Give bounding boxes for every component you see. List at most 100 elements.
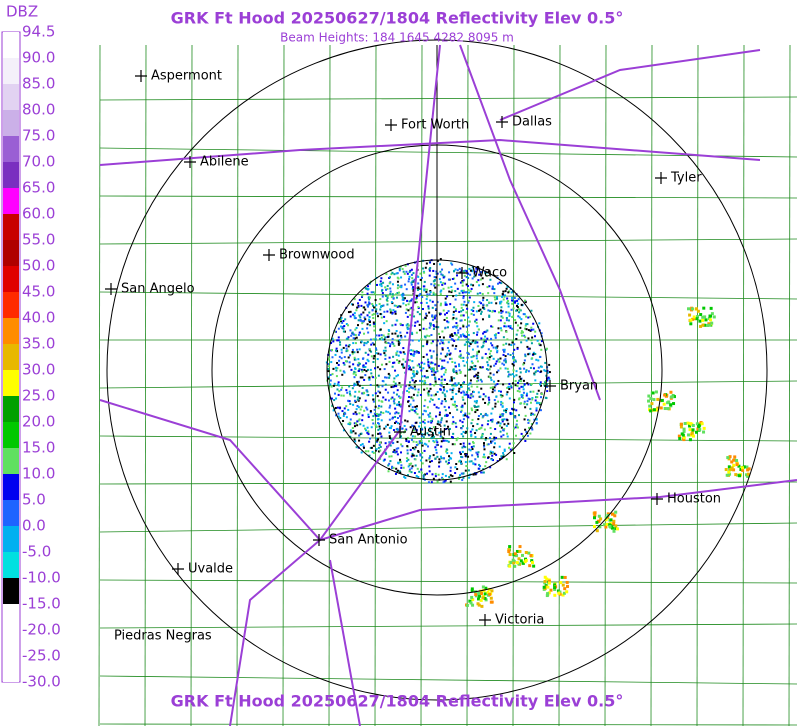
- echo: [396, 416, 399, 419]
- echo: [348, 421, 351, 424]
- echo: [407, 440, 410, 443]
- echo: [602, 523, 606, 527]
- echo: [450, 357, 453, 360]
- echo: [527, 397, 530, 400]
- city-marker: [394, 426, 406, 438]
- echo: [426, 341, 429, 344]
- echo: [422, 382, 425, 385]
- echo: [502, 452, 505, 455]
- echo: [502, 429, 505, 432]
- echo: [431, 306, 434, 309]
- echo: [423, 404, 426, 407]
- echo: [489, 419, 492, 422]
- echo: [385, 376, 388, 379]
- county-line: [99, 623, 797, 629]
- echo: [342, 361, 345, 364]
- echo: [494, 384, 497, 387]
- echo: [539, 383, 542, 386]
- echo: [459, 350, 462, 353]
- city-label: Dallas: [512, 115, 552, 130]
- echo: [472, 441, 475, 444]
- echo: [444, 303, 447, 306]
- echo: [521, 394, 524, 397]
- echo: [527, 316, 530, 319]
- colorbar-label: 55.0: [22, 231, 55, 249]
- echo: [451, 389, 454, 392]
- echo: [462, 324, 465, 327]
- echo: [415, 372, 418, 375]
- echo: [385, 410, 388, 413]
- echo: [408, 410, 411, 413]
- echo: [422, 476, 425, 479]
- echo: [488, 315, 491, 318]
- echo: [477, 379, 480, 382]
- echo: [342, 346, 345, 349]
- echo: [402, 358, 405, 361]
- echo: [529, 554, 533, 558]
- echo: [528, 347, 531, 350]
- echo: [343, 330, 346, 333]
- echo: [400, 293, 403, 296]
- echo: [373, 354, 376, 357]
- echo: [414, 411, 417, 414]
- echo: [504, 290, 507, 293]
- echo: [437, 326, 440, 329]
- echo: [342, 414, 345, 417]
- echo: [488, 285, 491, 288]
- echo: [487, 456, 490, 459]
- echo: [531, 357, 534, 360]
- echo: [478, 284, 481, 287]
- echo: [455, 322, 458, 325]
- echo: [406, 449, 409, 452]
- echo: [701, 323, 705, 327]
- city-label: Piedras Negras: [114, 629, 212, 644]
- echo: [507, 302, 510, 305]
- echo: [428, 293, 431, 296]
- echo: [526, 403, 529, 406]
- echo: [488, 375, 491, 378]
- echo: [368, 318, 371, 321]
- echo: [404, 264, 407, 267]
- echo: [466, 415, 469, 418]
- colorbar-swatch: [3, 84, 19, 110]
- echo: [358, 384, 361, 387]
- echo: [501, 402, 504, 405]
- echo: [482, 299, 485, 302]
- echo: [352, 363, 355, 366]
- echo: [689, 318, 693, 322]
- echo: [455, 463, 458, 466]
- echo: [485, 437, 488, 440]
- echo: [491, 451, 494, 454]
- echo: [432, 291, 435, 294]
- echo: [500, 426, 503, 429]
- echo: [409, 403, 412, 406]
- echo: [698, 423, 702, 427]
- echo: [701, 315, 705, 319]
- echo: [462, 303, 465, 306]
- echo: [520, 380, 523, 383]
- echo: [337, 327, 340, 330]
- echo: [394, 332, 397, 335]
- echo: [421, 375, 424, 378]
- echo: [523, 418, 526, 421]
- city-label: Tyler: [670, 171, 702, 186]
- echo: [565, 580, 569, 584]
- echo: [370, 291, 373, 294]
- echo: [390, 397, 393, 400]
- echo: [460, 319, 463, 322]
- echo: [443, 405, 446, 408]
- echo: [446, 346, 449, 349]
- echo: [394, 312, 397, 315]
- echo: [660, 398, 664, 402]
- echo: [407, 400, 410, 403]
- echo: [467, 333, 470, 336]
- echo: [348, 361, 351, 364]
- echo: [489, 386, 492, 389]
- echo: [384, 336, 387, 339]
- echo: [343, 371, 346, 374]
- echo: [501, 295, 504, 298]
- echo: [395, 304, 398, 307]
- echo: [497, 390, 500, 393]
- echo: [525, 339, 528, 342]
- echo: [410, 306, 413, 309]
